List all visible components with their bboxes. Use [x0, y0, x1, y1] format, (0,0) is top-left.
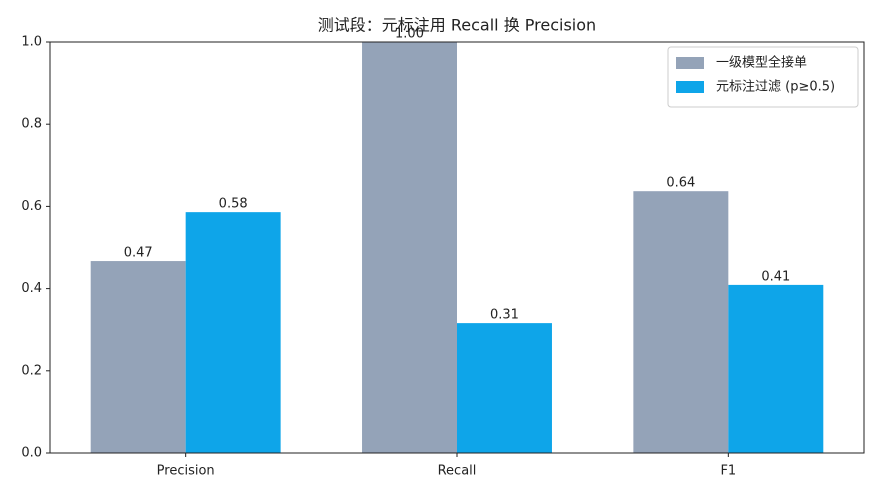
value-label: 0.58 [219, 197, 248, 212]
bar [728, 284, 824, 453]
bar [457, 323, 552, 453]
y-tick-label: 1.0 [21, 35, 42, 50]
y-tick-label: 0.6 [21, 199, 42, 214]
y-tick-label: 0.4 [21, 281, 42, 296]
legend-label: 元标注过滤 (p≥0.5) [716, 80, 835, 95]
y-tick-label: 0.2 [21, 363, 42, 378]
y-tick-label: 0.0 [21, 446, 42, 461]
bar [633, 191, 729, 453]
value-label: 0.41 [761, 269, 790, 284]
value-label: 0.64 [666, 176, 695, 191]
bar [90, 261, 186, 453]
legend-swatch [676, 57, 704, 69]
legend-label: 一级模型全接单 [716, 55, 807, 71]
chart-title: 测试段：元标注用 Recall 换 Precision [318, 16, 596, 35]
legend-box [667, 46, 859, 108]
bar [362, 42, 457, 453]
legend-swatch [676, 81, 704, 93]
bar [185, 212, 281, 453]
value-label: 0.31 [490, 308, 519, 323]
x-tick-label: Precision [157, 464, 215, 479]
x-tick-label: F1 [720, 464, 736, 479]
value-label: 1.00 [395, 27, 424, 42]
plot-frame [49, 41, 865, 454]
x-tick-label: Recall [438, 464, 477, 479]
y-tick-label: 0.8 [21, 117, 42, 132]
value-label: 0.47 [124, 246, 153, 261]
